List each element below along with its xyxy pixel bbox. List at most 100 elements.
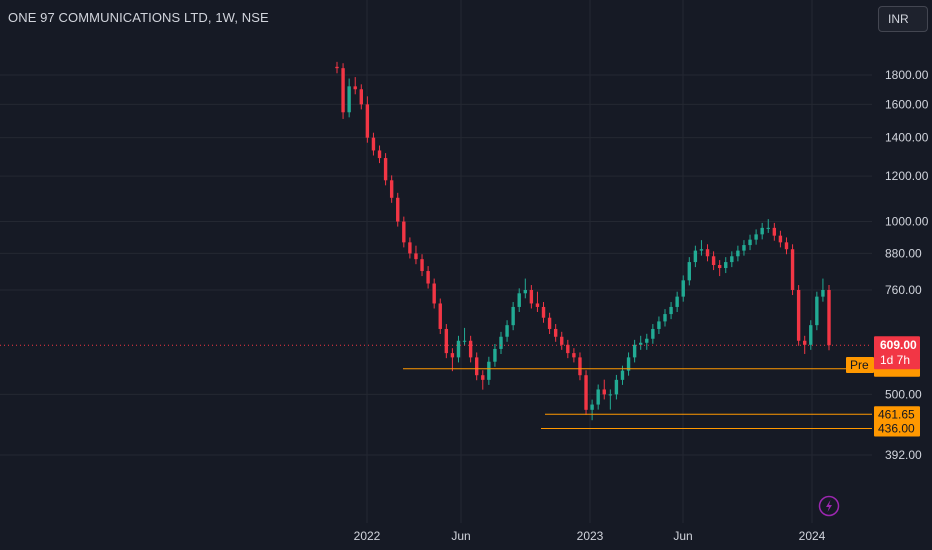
candle-body	[359, 89, 363, 105]
candle-body	[335, 66, 339, 69]
candle-body	[456, 340, 461, 358]
candle-body	[620, 370, 625, 380]
candle-body	[790, 249, 795, 290]
candle-body	[699, 249, 704, 251]
x-tick-label: 2023	[577, 529, 604, 543]
candle-body	[572, 353, 576, 358]
candle-body	[675, 296, 679, 307]
candle-body	[602, 389, 606, 395]
candle-body	[426, 271, 430, 284]
candle-body	[626, 357, 631, 371]
candle-body	[468, 340, 473, 358]
candle-body	[523, 289, 527, 294]
candle-body	[632, 344, 637, 358]
last-price-label: 609.00	[880, 338, 917, 352]
candle-body	[705, 249, 710, 257]
y-tick-label: 392.00	[885, 448, 922, 462]
x-tick-label: 2022	[354, 529, 381, 543]
candle-body	[717, 265, 722, 269]
candle-body	[748, 239, 752, 246]
candle-body	[553, 328, 558, 337]
y-tick-label: 500.00	[885, 387, 922, 401]
candle-body	[821, 289, 825, 297]
candle-body	[754, 234, 758, 240]
candle-body	[772, 227, 777, 236]
candle-body	[353, 86, 357, 90]
candle-body	[475, 357, 479, 376]
x-tick-label: Jun	[451, 529, 470, 543]
y-tick-label: 1000.00	[885, 215, 929, 229]
candle-body	[578, 357, 582, 376]
candle-body	[778, 235, 783, 243]
candle-body	[693, 250, 698, 263]
candle-body	[796, 289, 801, 341]
candle-body	[529, 289, 534, 304]
candle-body	[389, 180, 394, 198]
candle-body	[711, 256, 716, 266]
candle-body	[566, 344, 570, 354]
candle-body	[432, 283, 436, 304]
pre-badge-label: Pre	[850, 358, 869, 372]
bar-countdown: 1d 7h	[880, 353, 910, 367]
y-tick-label: 1200.00	[885, 169, 929, 183]
candle-body	[614, 379, 619, 395]
candle-body	[420, 259, 424, 272]
candle-body	[541, 306, 546, 318]
candle-body	[444, 328, 449, 354]
candle-body	[730, 256, 734, 263]
x-tick-label: 2024	[799, 529, 826, 543]
y-tick-label: 1400.00	[885, 131, 929, 145]
chart-title: ONE 97 COMMUNICATIONS LTD, 1W, NSE	[8, 10, 269, 25]
candle-body	[687, 262, 691, 281]
level-price-label: 461.65	[878, 407, 915, 421]
candle-body	[663, 314, 667, 322]
candle-body	[766, 227, 770, 229]
candle-body	[347, 86, 351, 113]
candle-body	[760, 227, 764, 235]
candle-body	[493, 348, 497, 362]
y-tick-label: 1800.00	[885, 68, 929, 82]
candle-body	[590, 404, 594, 410]
x-tick-label: Jun	[673, 529, 692, 543]
last-price-tag	[874, 336, 920, 370]
candle-body	[645, 338, 649, 343]
candle-body	[396, 197, 400, 222]
candle-body	[341, 68, 345, 113]
candle-body	[505, 325, 509, 337]
candle-body	[742, 245, 746, 251]
candle-body	[365, 104, 370, 138]
candle-body	[809, 325, 813, 345]
candle-body	[462, 340, 467, 342]
candle-body	[803, 340, 807, 345]
candle-body	[815, 296, 819, 326]
lightning-icon[interactable]	[818, 495, 840, 517]
candle-body	[724, 262, 728, 269]
y-tick-label: 880.00	[885, 246, 922, 260]
candle-body	[517, 293, 521, 307]
candle-body	[827, 289, 831, 346]
candle-body	[450, 353, 455, 358]
candle-body	[657, 321, 661, 329]
candle-body	[481, 375, 485, 380]
candle-body	[560, 336, 564, 345]
level-price-label: 436.00	[878, 422, 915, 436]
candle-body	[511, 306, 515, 326]
candle-body	[547, 317, 552, 329]
candle-body	[414, 253, 418, 260]
candle-body	[669, 306, 673, 315]
candle-body	[535, 303, 540, 307]
candle-body	[639, 342, 643, 345]
candle-body	[681, 280, 685, 297]
candle-body	[438, 303, 442, 329]
candle-body	[784, 242, 789, 250]
candle-body	[736, 250, 740, 257]
candle-body	[383, 158, 388, 181]
currency-button[interactable]: INR	[878, 6, 928, 32]
candle-body	[651, 328, 655, 339]
candle-body	[487, 361, 491, 380]
candle-body	[584, 375, 588, 410]
candle-body	[499, 336, 503, 349]
candle-body	[371, 137, 376, 151]
